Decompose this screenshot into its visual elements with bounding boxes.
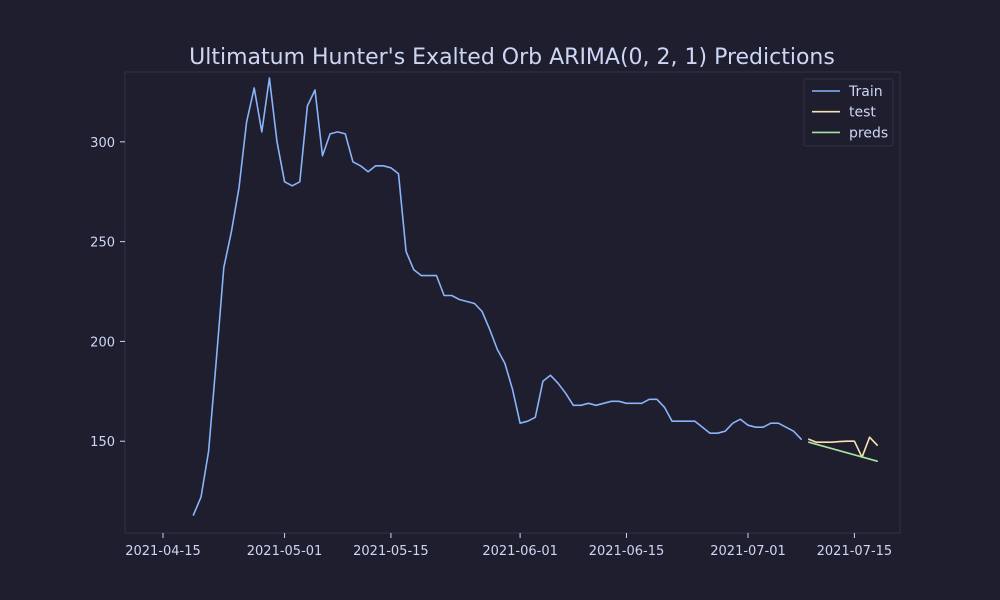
- x-tick-label: 2021-05-01: [247, 544, 323, 559]
- series-line-test: [807, 436, 879, 459]
- y-tick-label: 300: [90, 136, 115, 151]
- series-layer: [192, 77, 879, 516]
- plot-area: [124, 71, 901, 534]
- series-line-train: [192, 77, 803, 516]
- x-tick-label: 2021-06-15: [589, 544, 665, 559]
- legend-label-train: Train: [848, 84, 883, 100]
- x-tick-label: 2021-07-01: [710, 544, 786, 559]
- y-tick-label: 200: [90, 335, 115, 350]
- y-axis: 150 200 250 300: [90, 136, 125, 450]
- x-tick-label: 2021-04-15: [125, 544, 201, 559]
- chart-title: Ultimatum Hunter's Exalted Orb ARIMA(0, …: [189, 45, 835, 70]
- y-tick-label: 250: [90, 236, 115, 251]
- x-tick-label: 2021-07-15: [817, 544, 893, 559]
- legend: Train test preds: [803, 78, 894, 147]
- legend-box: [803, 78, 894, 147]
- legend-label-preds: preds: [849, 125, 888, 141]
- x-axis: 2021-04-15 2021-05-01 2021-05-15 2021-06-01…: [125, 533, 892, 559]
- legend-label-test: test: [849, 105, 876, 121]
- series-line-preds: [807, 441, 879, 463]
- x-tick-label: 2021-06-01: [482, 544, 558, 559]
- y-tick-label: 150: [90, 435, 115, 450]
- x-tick-label: 2021-05-15: [353, 544, 429, 559]
